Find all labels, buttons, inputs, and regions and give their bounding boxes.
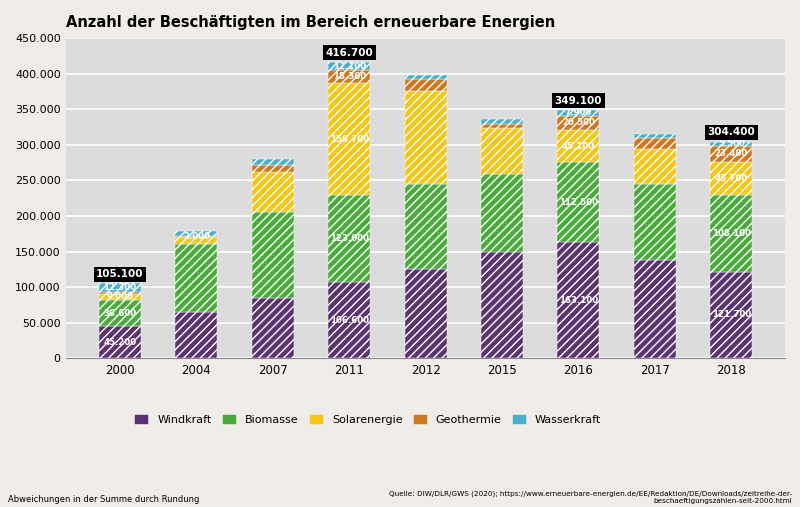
Text: 45.200: 45.200: [103, 338, 137, 347]
Text: 18.300: 18.300: [333, 73, 366, 82]
Text: 45.700: 45.700: [714, 174, 748, 183]
Bar: [175, 237, 218, 244]
Bar: [710, 141, 752, 146]
Text: 9.000: 9.000: [106, 293, 134, 301]
Bar: [710, 195, 752, 272]
Bar: [252, 172, 294, 212]
Bar: [634, 138, 676, 150]
Bar: [481, 124, 523, 128]
Bar: [634, 150, 676, 184]
Bar: [175, 244, 218, 312]
Bar: [710, 162, 752, 195]
Bar: [175, 236, 218, 237]
Bar: [328, 84, 370, 195]
Bar: [405, 75, 446, 80]
Text: 5.500: 5.500: [718, 139, 745, 148]
Bar: [405, 91, 446, 184]
Bar: [252, 298, 294, 358]
Text: 304.400: 304.400: [707, 127, 755, 137]
Text: Abweichungen in der Summe durch Rundung: Abweichungen in der Summe durch Rundung: [8, 495, 199, 504]
Bar: [99, 326, 141, 358]
Bar: [481, 174, 523, 252]
Text: 12.300: 12.300: [103, 283, 137, 293]
Text: 105.100: 105.100: [96, 269, 144, 279]
Bar: [328, 282, 370, 358]
Bar: [481, 119, 523, 124]
Text: 106.600: 106.600: [330, 316, 369, 325]
Bar: [252, 165, 294, 172]
Bar: [405, 269, 446, 358]
Text: 163.100: 163.100: [559, 296, 598, 305]
Text: 416.700: 416.700: [326, 48, 373, 57]
Text: 12.100: 12.100: [333, 62, 366, 70]
Text: Anzahl der Beschäftigten im Bereich erneuerbare Energien: Anzahl der Beschäftigten im Bereich erne…: [66, 15, 555, 30]
Bar: [481, 128, 523, 174]
Text: 36.600: 36.600: [103, 309, 137, 317]
Text: 2.000: 2.000: [183, 232, 210, 241]
Bar: [99, 292, 141, 294]
Text: 20.500: 20.500: [562, 118, 595, 127]
Text: 121.700: 121.700: [712, 310, 751, 319]
Bar: [558, 116, 599, 130]
Text: 123.000: 123.000: [330, 234, 369, 243]
Bar: [634, 184, 676, 261]
Text: 45.100: 45.100: [562, 141, 595, 151]
Bar: [558, 162, 599, 242]
Bar: [634, 261, 676, 358]
Bar: [99, 300, 141, 326]
Bar: [405, 80, 446, 91]
Bar: [558, 130, 599, 162]
Bar: [252, 212, 294, 298]
Bar: [175, 231, 218, 236]
Text: 349.100: 349.100: [554, 96, 602, 105]
Bar: [328, 70, 370, 84]
Bar: [175, 312, 218, 358]
Bar: [710, 146, 752, 162]
Bar: [558, 110, 599, 116]
Bar: [710, 272, 752, 358]
Text: 7.900: 7.900: [565, 108, 592, 117]
Bar: [252, 159, 294, 165]
Text: 23.400: 23.400: [714, 150, 748, 158]
Bar: [328, 62, 370, 70]
Bar: [99, 283, 141, 292]
Bar: [558, 242, 599, 358]
Bar: [481, 252, 523, 358]
Text: 112.500: 112.500: [559, 198, 598, 207]
Bar: [99, 294, 141, 300]
Text: Quelle: DIW/DLR/GWS (2020); https://www.erneuerbare-energien.de/EE/Redaktion/DE/: Quelle: DIW/DLR/GWS (2020); https://www.…: [389, 491, 792, 504]
Text: 156.700: 156.700: [330, 135, 369, 143]
Bar: [328, 195, 370, 282]
Bar: [634, 134, 676, 138]
Legend: Windkraft, Biomasse, Solarenergie, Geothermie, Wasserkraft: Windkraft, Biomasse, Solarenergie, Geoth…: [130, 410, 606, 429]
Bar: [405, 184, 446, 269]
Text: 108.100: 108.100: [712, 229, 751, 238]
